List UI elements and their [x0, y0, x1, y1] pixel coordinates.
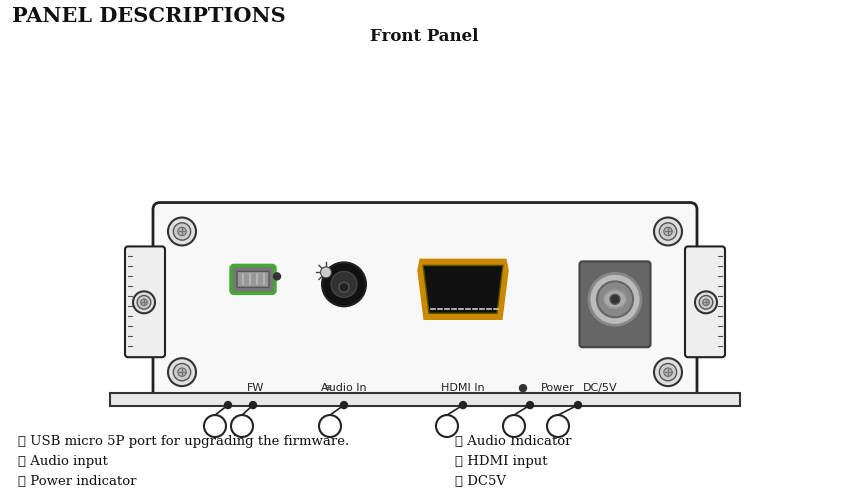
Polygon shape — [423, 266, 503, 313]
Circle shape — [597, 281, 633, 318]
Polygon shape — [419, 260, 507, 318]
Circle shape — [331, 271, 357, 297]
Circle shape — [274, 273, 281, 280]
Ellipse shape — [604, 291, 626, 308]
Circle shape — [460, 402, 466, 409]
Text: ⊞: ⊞ — [322, 285, 330, 294]
FancyBboxPatch shape — [110, 393, 740, 406]
Circle shape — [249, 402, 256, 409]
Text: ① USB micro 5P port for upgrading the firmware.: ① USB micro 5P port for upgrading the fi… — [18, 436, 349, 448]
Text: ⑥ DC5V: ⑥ DC5V — [455, 475, 506, 489]
Text: ⑤ Power indicator: ⑤ Power indicator — [18, 475, 137, 489]
Circle shape — [319, 415, 341, 437]
Circle shape — [137, 295, 151, 309]
Circle shape — [231, 415, 253, 437]
Circle shape — [660, 364, 677, 381]
Circle shape — [520, 385, 527, 392]
Circle shape — [168, 218, 196, 245]
Circle shape — [503, 415, 525, 437]
Circle shape — [654, 218, 682, 245]
Circle shape — [173, 223, 191, 240]
Circle shape — [574, 402, 582, 409]
Circle shape — [703, 299, 709, 306]
Text: 3: 3 — [326, 419, 334, 433]
Text: 4: 4 — [443, 419, 451, 433]
Circle shape — [173, 364, 191, 381]
FancyBboxPatch shape — [125, 246, 165, 357]
Text: Front Panel: Front Panel — [370, 28, 478, 45]
Circle shape — [339, 282, 349, 293]
Circle shape — [660, 223, 677, 240]
Text: ③ Audio input: ③ Audio input — [18, 455, 108, 468]
Text: FW: FW — [248, 383, 265, 393]
Circle shape — [204, 415, 226, 437]
Text: ② Audio Indicator: ② Audio Indicator — [455, 436, 572, 448]
Circle shape — [322, 263, 366, 306]
Circle shape — [664, 227, 672, 236]
Circle shape — [178, 368, 187, 376]
FancyBboxPatch shape — [231, 266, 275, 294]
Text: ④ HDMI input: ④ HDMI input — [455, 455, 548, 468]
Text: 2: 2 — [238, 419, 246, 433]
Circle shape — [527, 402, 533, 409]
Text: 5: 5 — [510, 419, 518, 433]
Text: Audio In: Audio In — [321, 383, 367, 393]
Text: 6: 6 — [554, 419, 562, 433]
Text: 1: 1 — [211, 419, 219, 433]
FancyBboxPatch shape — [579, 261, 650, 347]
Circle shape — [547, 415, 569, 437]
Text: HDMI In: HDMI In — [441, 383, 485, 393]
Circle shape — [664, 368, 672, 376]
Circle shape — [178, 227, 187, 236]
Circle shape — [589, 273, 641, 325]
FancyBboxPatch shape — [237, 271, 269, 287]
Text: ⊞: ⊞ — [325, 383, 332, 392]
Circle shape — [341, 402, 348, 409]
Circle shape — [654, 358, 682, 386]
Circle shape — [133, 292, 155, 313]
Circle shape — [610, 294, 620, 304]
Circle shape — [321, 267, 332, 278]
Circle shape — [168, 358, 196, 386]
Circle shape — [436, 415, 458, 437]
Text: Power: Power — [541, 383, 575, 393]
FancyBboxPatch shape — [153, 202, 697, 401]
FancyBboxPatch shape — [685, 246, 725, 357]
Circle shape — [700, 295, 713, 309]
Circle shape — [141, 299, 148, 306]
Circle shape — [225, 402, 232, 409]
Text: PANEL DESCRIPTIONS: PANEL DESCRIPTIONS — [12, 6, 286, 26]
Circle shape — [695, 292, 717, 313]
Text: DC/5V: DC/5V — [583, 383, 617, 393]
